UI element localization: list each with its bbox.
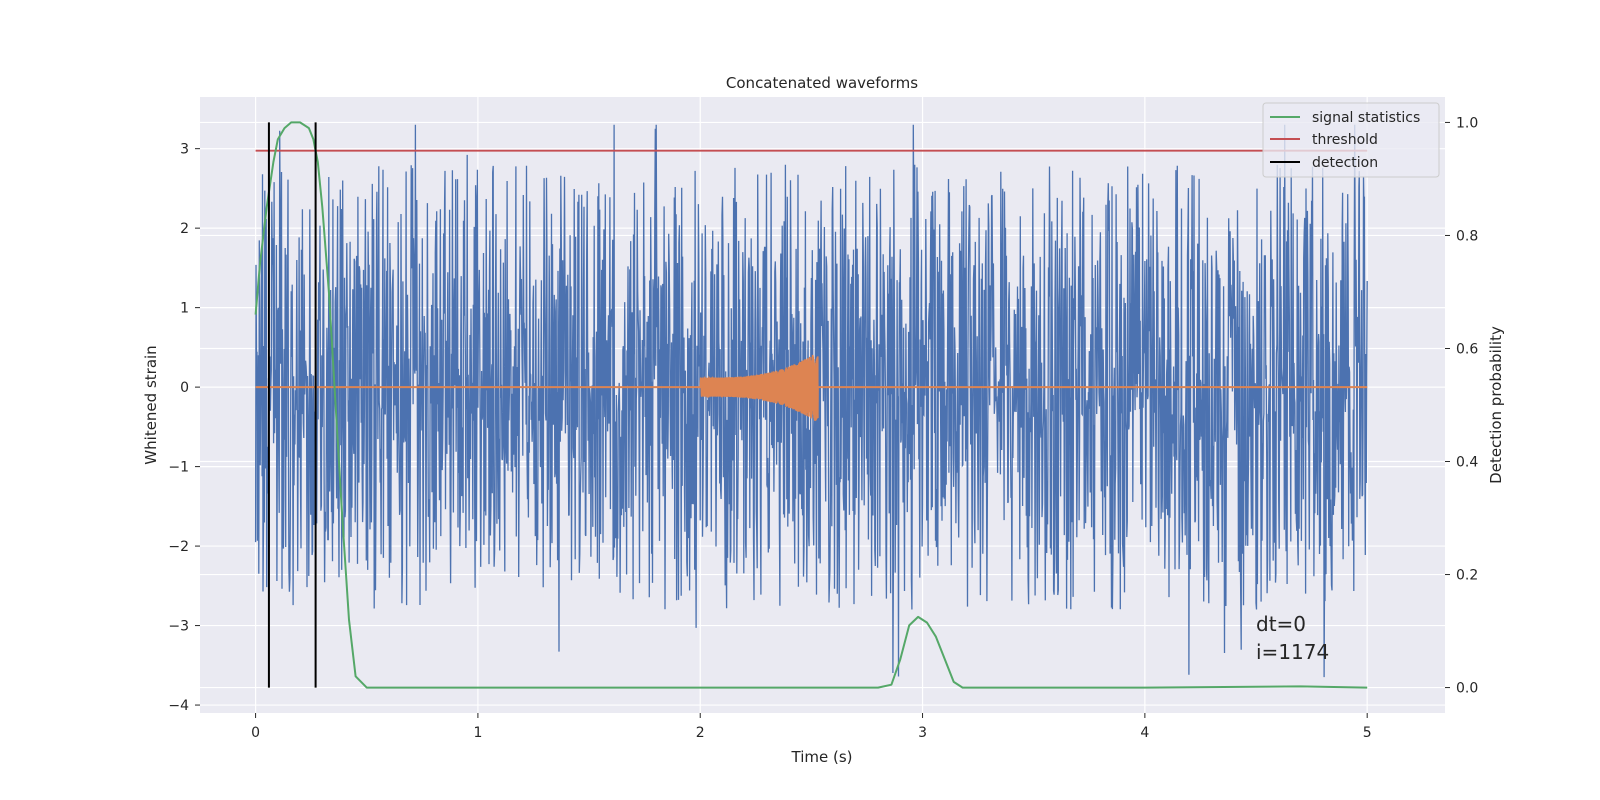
legend: signal statistics threshold detection [1262,102,1440,178]
y-axis-label-left: Whitened strain [142,345,160,464]
y-tick-label-left: 2 [180,221,189,237]
y-tick-labels-right: 1.0 0.8 0.6 0.4 0.2 0.0 [1445,115,1478,697]
y-tick-label-right: 0.2 [1456,568,1478,584]
chirp-line [699,354,819,421]
y-tick-label-right: 0.6 [1456,341,1478,357]
y-tick-label-left: −2 [168,539,189,555]
y-tick-label-right: 0.4 [1456,455,1478,471]
y-tick-label-left: −4 [168,698,189,714]
legend-label-threshold: threshold [1312,132,1378,148]
x-tick-label: 0 [251,725,260,741]
chart-title: Concatenated waveforms [726,74,918,92]
y-tick-labels-left: 3 2 1 0 −1 −2 −3 −4 [168,142,200,714]
annotation-i: i=1174 [1256,640,1329,664]
y-tick-label-left: 3 [180,142,189,158]
legend-label-signal-statistics: signal statistics [1312,110,1420,126]
y-tick-label-right: 0.8 [1456,228,1478,244]
y-tick-label-left: 1 [180,301,189,317]
signal-statistics-series [254,121,1368,689]
legend-box [1262,102,1440,178]
y-tick-label-left: 0 [180,380,189,396]
x-tick-label: 2 [696,725,705,741]
legend-label-detection: detection [1312,155,1378,171]
y-tick-label-left: −1 [168,460,189,476]
y-tick-label-right: 1.0 [1456,115,1478,131]
noise-line [254,124,1368,678]
x-tick-label: 1 [473,725,482,741]
x-tick-label: 3 [918,725,927,741]
y-axis-label-right: Detection probability [1487,326,1505,484]
x-tick-label: 4 [1140,725,1149,741]
y-tick-label-left: −3 [168,619,189,635]
x-axis-label: Time (s) [791,748,853,766]
detection-series [267,122,317,688]
y-tick-label-right: 0.0 [1456,681,1478,697]
signal-statistics-line [254,121,1368,689]
x-tick-labels: 0 1 2 3 4 5 [251,713,1372,741]
chirp-series [255,354,1368,421]
x-tick-label: 5 [1363,725,1372,741]
annotation-dt: dt=0 [1256,612,1306,636]
noise-series [254,124,1368,678]
